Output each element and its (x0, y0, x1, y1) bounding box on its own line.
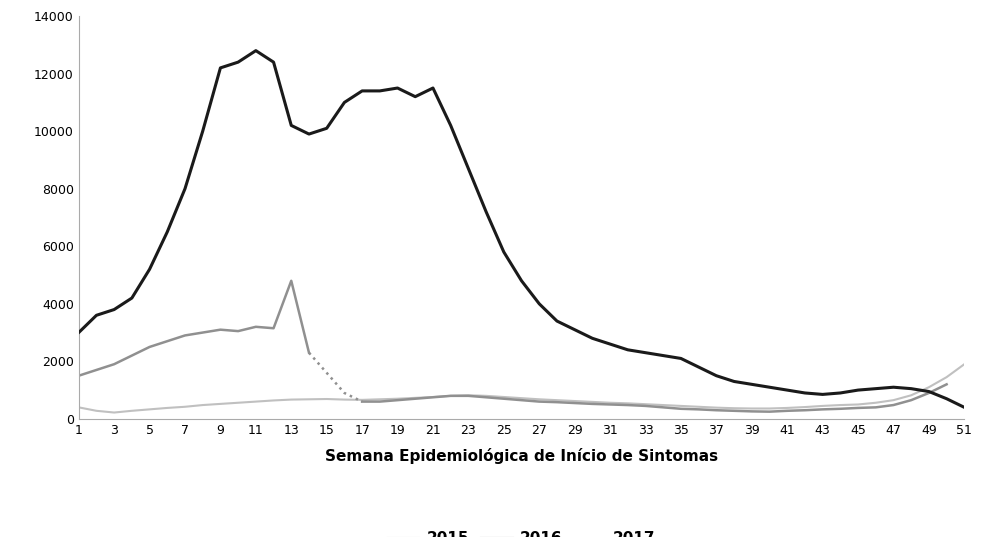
X-axis label: Semana Epidemiológica de Início de Sintomas: Semana Epidemiológica de Início de Sinto… (325, 448, 718, 464)
Legend: 2015, 2016, 2017: 2015, 2016, 2017 (382, 525, 661, 537)
